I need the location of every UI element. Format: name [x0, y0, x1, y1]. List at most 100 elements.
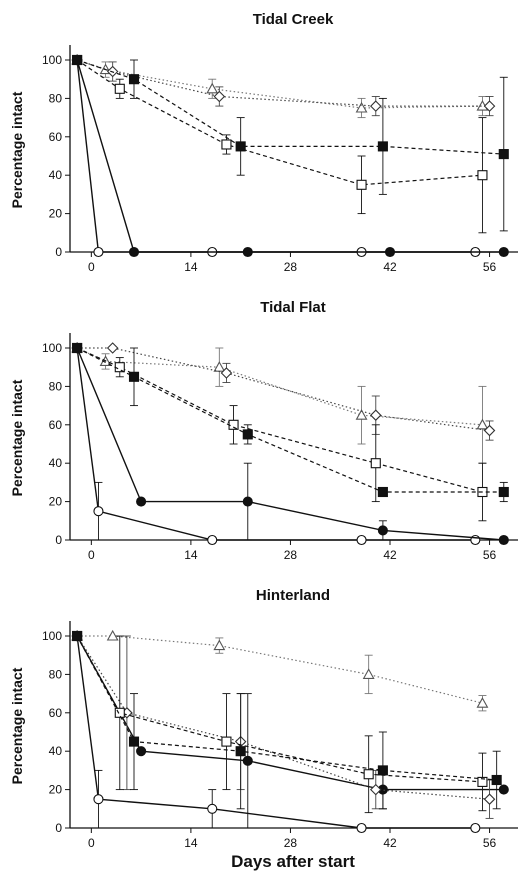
panel-tidal-creek: Tidal Creek Percentage intact 0 20 40 60 80 1… — [9, 11, 518, 274]
x-tick-label: 14 — [184, 548, 198, 562]
y-axis-label: Percentage intact — [9, 379, 25, 496]
series-line — [76, 635, 504, 791]
data-point — [72, 342, 83, 354]
y-tick-label: 40 — [49, 456, 63, 470]
data-point — [106, 629, 119, 641]
y-tick-label: 0 — [55, 533, 62, 547]
y-tick-label: 40 — [49, 744, 63, 758]
series-line — [76, 59, 504, 253]
data-point — [498, 784, 509, 795]
data-point — [235, 141, 246, 152]
data-point — [114, 362, 125, 373]
data-point — [355, 101, 368, 113]
data-point — [128, 246, 140, 258]
data-point — [207, 534, 218, 546]
data-point — [377, 765, 388, 776]
data-point — [369, 409, 382, 421]
y-tick-label: 60 — [49, 130, 63, 144]
data-point — [235, 746, 246, 757]
series-filled-circle — [72, 630, 509, 829]
series-open-diamond — [71, 342, 496, 441]
data-point — [213, 90, 226, 103]
data-point — [384, 246, 396, 258]
data-point — [498, 486, 509, 498]
data-marks — [71, 53, 509, 258]
panel-title: Tidal Flat — [260, 299, 326, 316]
x-tick-label: 56 — [483, 260, 497, 274]
x-tick-label: 28 — [284, 548, 298, 562]
y-tick-label: 0 — [55, 245, 62, 259]
x-tick-label: 42 — [383, 260, 397, 274]
data-point — [93, 246, 104, 258]
y-tick-label: 100 — [42, 629, 62, 643]
series-line — [76, 59, 476, 253]
data-point — [377, 525, 388, 536]
data-point — [483, 100, 496, 112]
data-point — [369, 100, 382, 112]
x-tick-label: 0 — [88, 260, 95, 274]
y-tick-label: 20 — [49, 495, 63, 509]
data-point — [206, 82, 219, 94]
y-axis-label: Percentage intact — [9, 91, 25, 208]
data-point — [483, 424, 496, 437]
data-point — [128, 74, 140, 85]
data-point — [483, 793, 496, 805]
data-point — [470, 822, 481, 834]
data-point — [476, 697, 489, 708]
data-point — [128, 371, 140, 382]
data-point — [369, 783, 382, 796]
x-tick-label: 28 — [284, 260, 298, 274]
data-point — [356, 534, 367, 546]
data-point — [477, 170, 488, 181]
data-point — [114, 83, 125, 94]
x-tick-label: 0 — [88, 836, 95, 850]
data-point — [477, 776, 488, 787]
series-open-diamond — [71, 54, 496, 117]
axes: 0 20 40 60 80 100 0 14 28 42 56 — [42, 45, 518, 274]
y-tick-label: 20 — [49, 207, 63, 221]
x-tick-label: 14 — [184, 260, 198, 274]
x-tick-label: 0 — [88, 548, 95, 562]
x-tick-label: 42 — [383, 836, 397, 850]
data-point — [207, 803, 218, 814]
y-tick-label: 60 — [49, 418, 63, 432]
axes: 0 20 40 60 80 100 0 14 28 42 56 — [42, 621, 518, 850]
data-point — [136, 746, 147, 757]
data-point — [363, 769, 374, 780]
data-point — [476, 418, 489, 430]
data-point — [242, 496, 253, 507]
data-point — [228, 419, 239, 430]
panel-title: Hinterland — [256, 587, 330, 604]
y-tick-label: 80 — [49, 667, 63, 681]
data-marks — [71, 341, 509, 546]
y-tick-label: 60 — [49, 706, 63, 720]
y-tick-label: 80 — [49, 379, 63, 393]
data-point — [377, 486, 388, 498]
data-point — [213, 639, 226, 651]
data-point — [355, 409, 368, 420]
x-tick-label: 28 — [284, 836, 298, 850]
data-point — [498, 246, 509, 258]
series-filled-square — [72, 630, 502, 810]
data-point — [242, 429, 253, 440]
series-line — [76, 347, 483, 426]
data-point — [498, 534, 509, 546]
series-line — [76, 347, 483, 493]
panel-tidal-flat: Tidal Flat Percentage intact 0 20 40 60 80 10… — [9, 299, 518, 562]
data-point — [128, 736, 140, 747]
y-tick-label: 0 — [55, 821, 62, 835]
data-point — [491, 774, 502, 786]
series-filled-square — [72, 342, 509, 503]
data-point — [498, 149, 509, 160]
series-line — [76, 635, 497, 781]
data-point — [220, 367, 233, 379]
data-point — [356, 822, 367, 834]
x-tick-label: 56 — [483, 836, 497, 850]
y-tick-label: 40 — [49, 168, 63, 182]
series-open-square — [72, 342, 488, 522]
data-marks — [71, 629, 509, 834]
data-point — [377, 141, 388, 152]
data-point — [93, 506, 104, 517]
series-line — [76, 347, 504, 493]
